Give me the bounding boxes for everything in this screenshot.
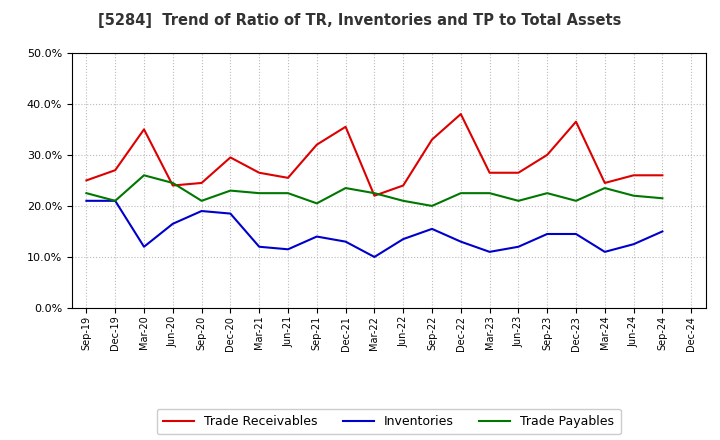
Inventories [111,198,120,203]
Trade Receivables [600,180,609,186]
Trade Payables [111,198,120,203]
Trade Receivables [456,111,465,117]
Trade Payables [456,191,465,196]
Inventories [312,234,321,239]
Trade Payables [312,201,321,206]
Trade Payables [226,188,235,193]
Trade Receivables [629,172,638,178]
Inventories [456,239,465,244]
Inventories [514,244,523,249]
Trade Receivables [514,170,523,176]
Trade Receivables [341,124,350,129]
Trade Receivables [485,170,494,176]
Legend: Trade Receivables, Inventories, Trade Payables: Trade Receivables, Inventories, Trade Pa… [157,409,621,434]
Trade Payables [284,191,292,196]
Inventories [284,247,292,252]
Trade Payables [370,191,379,196]
Inventories [572,231,580,237]
Trade Payables [255,191,264,196]
Trade Payables [629,193,638,198]
Inventories [197,209,206,214]
Trade Payables [658,196,667,201]
Inventories [168,221,177,227]
Trade Payables [543,191,552,196]
Inventories [370,254,379,260]
Trade Payables [341,185,350,191]
Trade Payables [197,198,206,203]
Inventories [255,244,264,249]
Inventories [341,239,350,244]
Trade Receivables [428,137,436,142]
Trade Payables [572,198,580,203]
Trade Payables [399,198,408,203]
Trade Receivables [197,180,206,186]
Trade Payables [485,191,494,196]
Inventories [600,249,609,254]
Trade Receivables [312,142,321,147]
Trade Receivables [226,155,235,160]
Trade Payables [600,185,609,191]
Inventories [543,231,552,237]
Inventories [399,236,408,242]
Trade Receivables [543,152,552,158]
Trade Payables [82,191,91,196]
Trade Receivables [168,183,177,188]
Text: [5284]  Trend of Ratio of TR, Inventories and TP to Total Assets: [5284] Trend of Ratio of TR, Inventories… [99,13,621,28]
Inventories [629,242,638,247]
Inventories [140,244,148,249]
Inventories [485,249,494,254]
Trade Receivables [255,170,264,176]
Trade Receivables [111,168,120,173]
Trade Receivables [82,178,91,183]
Trade Payables [514,198,523,203]
Trade Receivables [284,175,292,180]
Inventories [658,229,667,234]
Inventories [428,226,436,231]
Line: Inventories: Inventories [86,201,662,257]
Trade Payables [168,180,177,186]
Line: Trade Payables: Trade Payables [86,175,662,206]
Inventories [226,211,235,216]
Line: Trade Receivables: Trade Receivables [86,114,662,196]
Trade Payables [428,203,436,209]
Trade Payables [140,172,148,178]
Trade Receivables [370,193,379,198]
Inventories [82,198,91,203]
Trade Receivables [399,183,408,188]
Trade Receivables [658,172,667,178]
Trade Receivables [140,127,148,132]
Trade Receivables [572,119,580,125]
